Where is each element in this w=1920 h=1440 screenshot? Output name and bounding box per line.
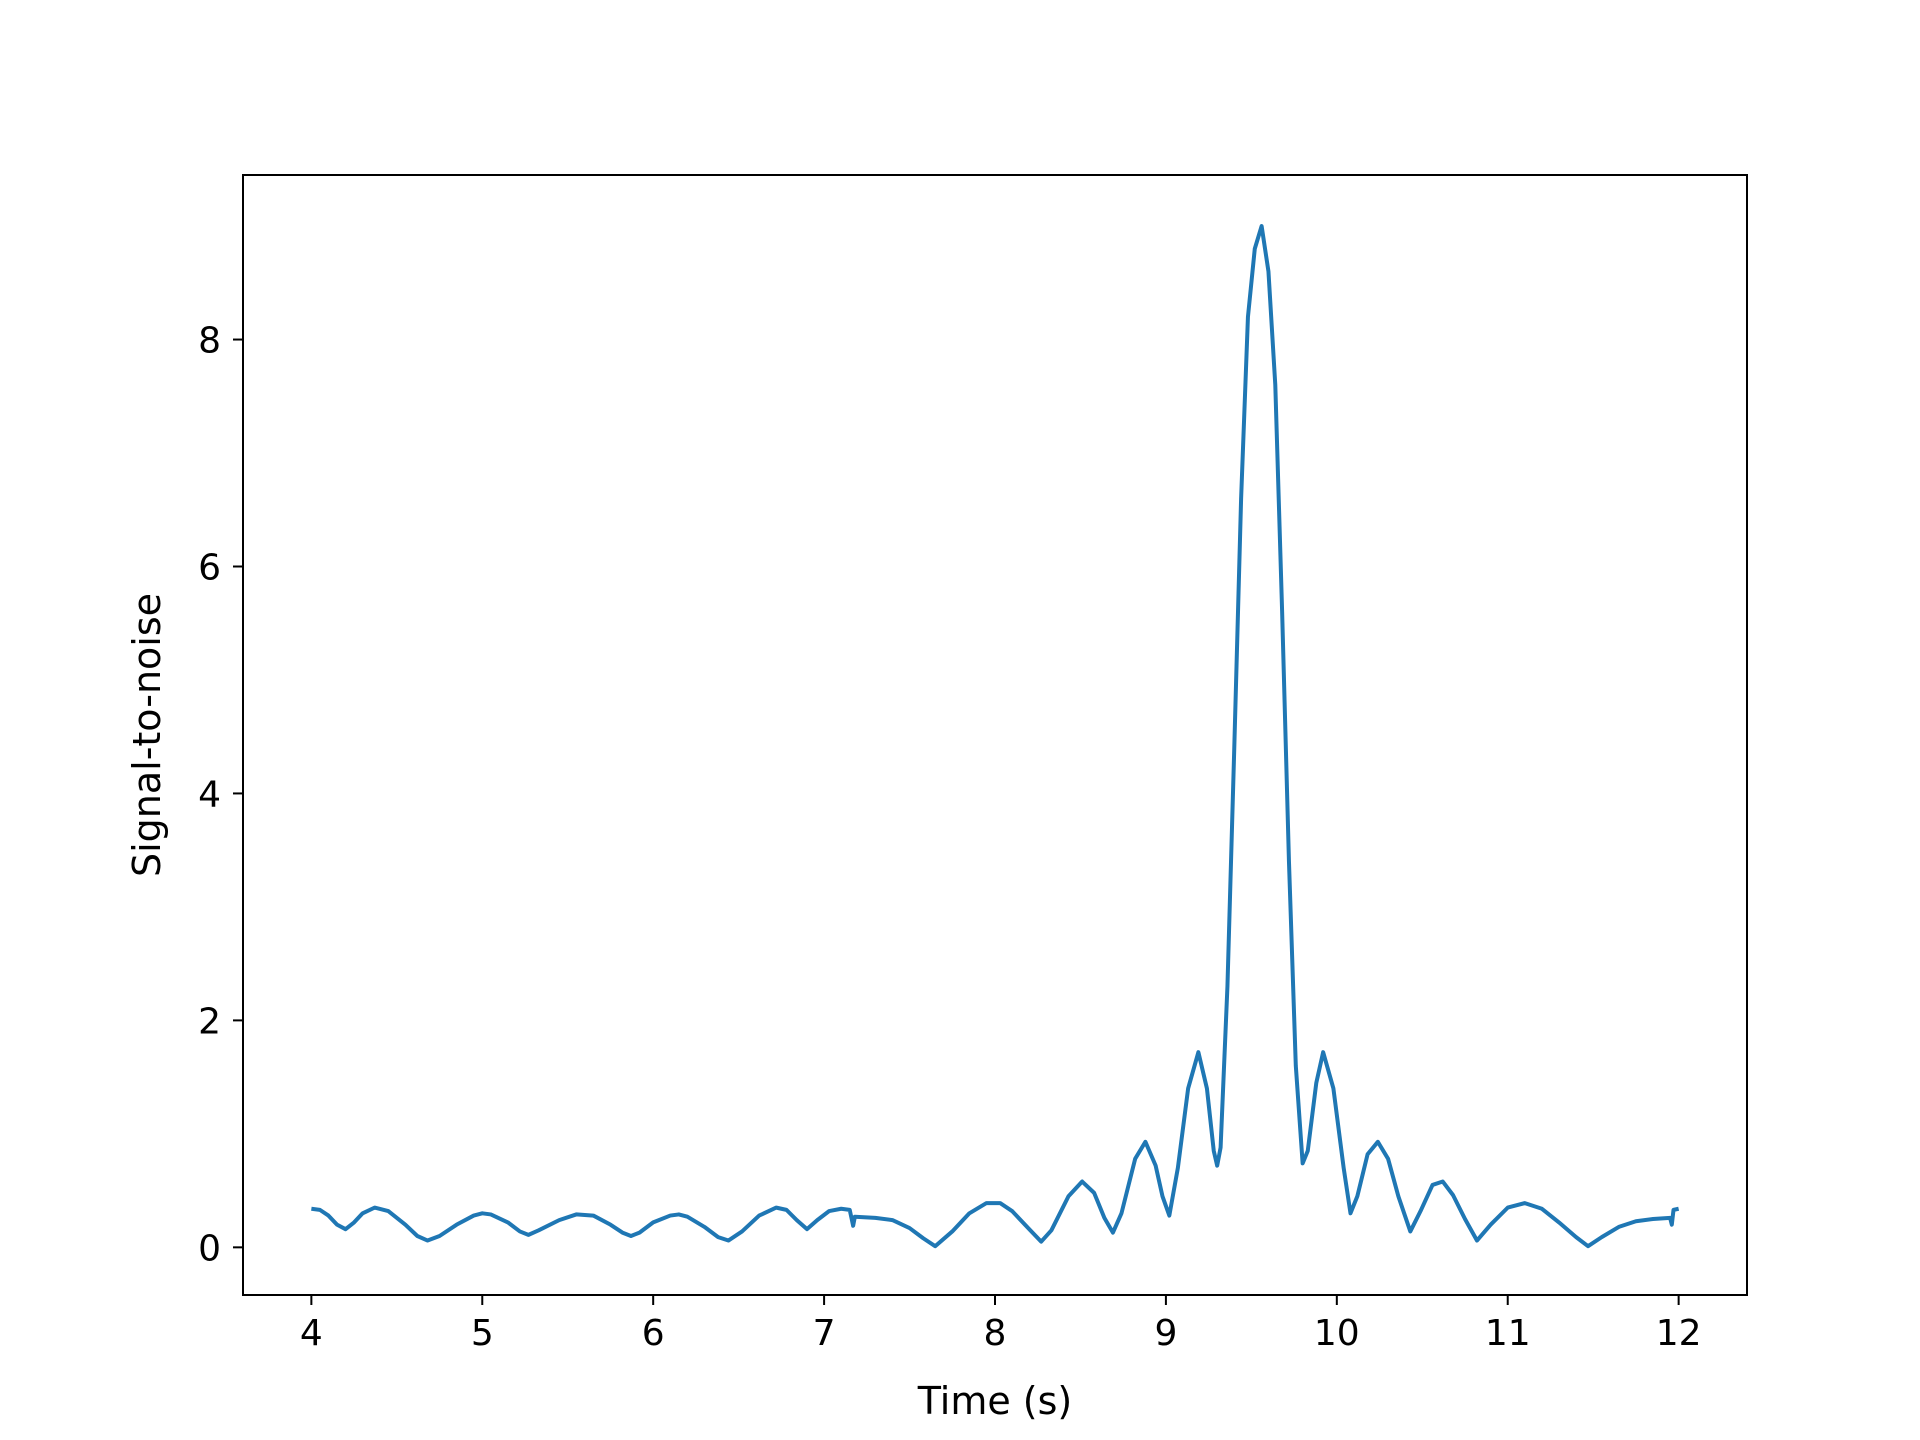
x-tick-label: 6 — [642, 1313, 665, 1354]
x-tick-label: 5 — [471, 1313, 494, 1354]
x-tick-label: 7 — [813, 1313, 836, 1354]
plot-area — [243, 175, 1747, 1295]
series-layer — [311, 224, 1680, 1249]
y-tick-label: 8 — [198, 321, 221, 362]
y-tick-label: 6 — [198, 547, 221, 588]
series-line-0 — [311, 224, 1680, 1249]
y-tick-label: 4 — [198, 774, 221, 815]
y-tick-label: 2 — [198, 1001, 221, 1042]
x-tick-label: 8 — [984, 1313, 1007, 1354]
x-axis-ticks: 4 5 6 7 8 9 10 11 12 — [300, 1295, 1702, 1354]
y-axis-label: Signal-to-noise — [125, 593, 169, 877]
y-tick-label: 0 — [198, 1228, 221, 1269]
x-tick-label: 10 — [1314, 1313, 1360, 1354]
x-tick-label: 4 — [300, 1313, 323, 1354]
x-tick-label: 11 — [1485, 1313, 1531, 1354]
x-tick-label: 12 — [1656, 1313, 1702, 1354]
y-axis-ticks: 0 2 4 6 8 — [198, 321, 243, 1269]
plot-frame — [242, 174, 1748, 1296]
x-tick-label: 9 — [1154, 1313, 1177, 1354]
x-axis-label: Time (s) — [917, 1379, 1073, 1423]
